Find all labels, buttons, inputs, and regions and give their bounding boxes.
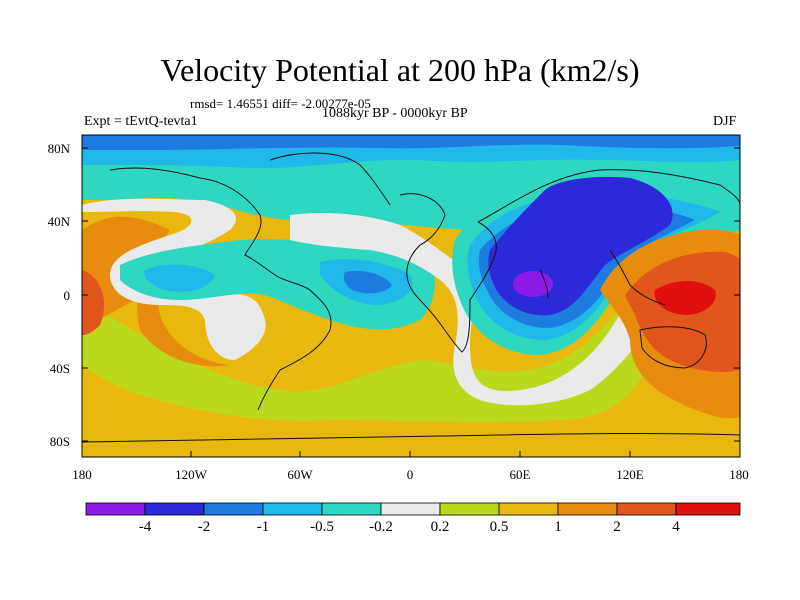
lon-label-180e: 180: [729, 467, 749, 482]
colorbar-box-8: [557, 502, 618, 516]
period-label: 1088kyr BP - 0000kyr BP: [322, 106, 468, 121]
lon-label-180w: 180: [72, 467, 92, 482]
colorbar-label-2: -1: [256, 519, 270, 535]
field-lightblue-pacific: [144, 264, 215, 292]
colorbar-box-10: [675, 502, 741, 516]
colorbar-box-6: [439, 502, 500, 516]
lon-label-60e: 60E: [509, 467, 531, 482]
lon-label-60w: 60W: [287, 467, 313, 482]
coast-se-asia: [609, 249, 666, 306]
colorbar-box-9: [616, 502, 677, 516]
colorbar-label-0: -4: [138, 519, 152, 535]
lon-label-120e: 120E: [616, 467, 644, 482]
colorbar-label-4: -0.2: [369, 519, 393, 535]
coast-greenland: [269, 152, 391, 206]
coast-india: [539, 269, 549, 299]
colorbar: [85, 502, 741, 516]
colorbar-label-9: 4: [672, 519, 680, 535]
axis-ticks: [82, 147, 740, 457]
colorbar-label-8: 2: [613, 519, 621, 535]
field-purple-minimum: [513, 271, 553, 297]
colorbar-box-5: [380, 502, 441, 516]
experiment-label: Expt = tEvtQ-tevta1: [84, 114, 198, 129]
lat-label-80n: 80N: [47, 141, 70, 156]
lon-label-0: 0: [406, 467, 414, 482]
colorbar-box-0: [85, 502, 146, 516]
colorbar-label-5: 0.2: [430, 519, 450, 535]
coast-americas: [109, 167, 332, 411]
field-blue-arctic: [82, 135, 740, 150]
contour-field: [82, 135, 740, 457]
coastlines: [82, 152, 740, 443]
colorbar-label-1: -2: [197, 519, 211, 535]
colorbar-label-7: 1: [554, 519, 562, 535]
coast-asia: [477, 169, 740, 223]
lat-label-40n: 40N: [47, 214, 70, 229]
colorbar-box-1: [144, 502, 205, 516]
coast-africa-europe: [399, 193, 497, 353]
colorbar-box-3: [262, 502, 323, 516]
lat-label-eq: 0: [63, 288, 71, 303]
field-neutral-band-east: [290, 213, 665, 406]
coast-antarctica: [82, 432, 740, 443]
rmsd-diff-stats: rmsd= 1.46551 diff= -2.00277e-05: [190, 96, 371, 111]
lon-label-120w: 120W: [175, 467, 207, 482]
lat-label-40s: 40S: [49, 361, 70, 376]
colorbar-box-2: [203, 502, 264, 516]
season-label: DJF: [713, 114, 737, 129]
colorbar-label-6: 0.5: [489, 519, 509, 535]
map-title: Velocity Potential at 200 hPa (km2/s): [160, 52, 640, 88]
field-blue-atlantic: [343, 270, 392, 294]
field-dark-orange-pacific: [82, 270, 104, 335]
colorbar-label-3: -0.5: [310, 519, 334, 535]
field-red-maximum: [654, 281, 716, 315]
field-orange-antarctic: [82, 418, 740, 457]
colorbar-box-4: [321, 502, 382, 516]
map-frame: [81, 134, 741, 458]
colorbar-box-7: [498, 502, 559, 516]
coast-australia: [639, 326, 707, 369]
lat-label-80s: 80S: [49, 434, 70, 449]
field-neutral-band-west: [82, 198, 266, 360]
